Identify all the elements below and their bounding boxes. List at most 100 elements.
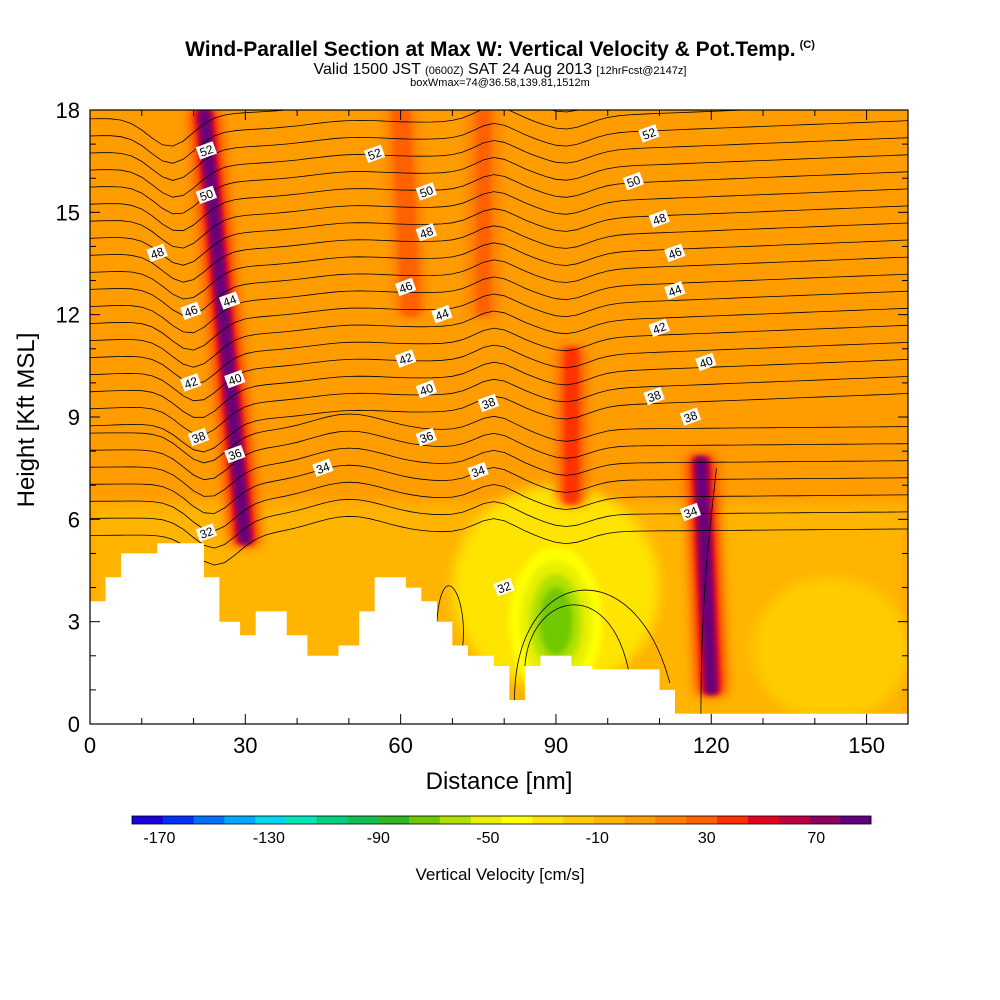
contour-label-text: 44 [221,292,239,310]
contour-label-bg [195,523,218,542]
contour-label-bg [224,444,246,464]
theta-contour [90,464,908,514]
contour-label: 40 [695,352,717,371]
contour-label: 44 [431,305,453,324]
contour-label: 50 [415,182,438,201]
contour-label-bg [648,209,671,228]
theta-contour [90,376,908,436]
theta-contour [90,110,756,164]
contour-label-text: 44 [433,306,451,324]
contour-label: 48 [648,209,671,228]
theta-contour [90,110,579,147]
colorbar-swatch [162,816,194,824]
contour-label-text: 52 [198,142,216,160]
contour-label: 32 [493,577,515,597]
colorbar-swatch [747,816,780,824]
contour-label-text: 50 [198,186,216,204]
colorbar-label: -90 [367,830,390,847]
contour-label: 48 [415,223,438,242]
contour-label-text: 46 [666,244,684,262]
valid-date: SAT 24 Aug 2013 [463,61,597,78]
contour-label-text: 46 [182,302,200,320]
contour-label-text: 50 [625,173,643,191]
y-tick-label: 3 [68,610,80,635]
colorbar-swatch [501,816,533,824]
theta-contour [90,205,908,266]
contour-label-bg [415,380,438,399]
updraft-core-level [567,348,576,503]
contour-label: 50 [195,185,218,205]
valid-prefix: Valid 1500 JST [313,61,426,78]
contour-label-text: 42 [397,350,415,368]
x-tick-label: 150 [848,733,885,758]
colorbar-swatch [224,816,256,824]
colorbar-label: -130 [253,830,285,847]
updraft-plume [468,110,498,315]
contour-label: 52 [638,124,660,143]
contour-label-bg [218,291,241,310]
y-tick-label: 0 [68,712,80,737]
updraft-plume [556,348,586,503]
contour-label-text: 46 [397,278,415,296]
contour-label-text: 48 [651,210,669,228]
contour-label-bg [187,427,210,447]
theta-contour [90,137,908,198]
theta-contour [514,589,671,701]
box-info: boxWmax=74@36.58,139.81,1512m [410,77,590,89]
y-tick-label: 9 [68,405,80,430]
colorbar-label: 70 [807,830,825,847]
colorbar-swatch [378,816,410,824]
theta-contour [90,273,908,334]
contour-label: 38 [679,407,702,426]
contour-label: 38 [643,386,665,405]
y-tick-label: 18 [56,98,80,123]
theta-contour [90,481,908,532]
contour-label-bg [146,243,168,263]
contour-label: 34 [467,461,489,480]
contour-label: 34 [679,502,702,522]
valid-forecast: [12hrFcst@2147z] [596,65,687,77]
contour-label: 52 [195,141,218,160]
contour-label-bg [415,223,438,242]
theta-contour [700,468,717,714]
contour-label: 42 [394,349,417,368]
colorbar-swatch [624,816,656,824]
contour-label-text: 32 [496,579,514,597]
downdraft-core [509,546,603,697]
contour-label-bg [224,369,246,389]
theta-contour [90,154,908,215]
colorbar-swatch [132,816,164,824]
colorbar-swatch [532,816,564,824]
contour-label: 50 [622,171,645,191]
updraft-plume [189,110,260,544]
colorbar-frame [131,815,872,825]
theta-contour [436,585,464,646]
y-tick-label: 12 [56,303,80,328]
contour-label-bg [394,277,417,297]
theta-contour [90,447,908,497]
contour-label-bg [431,305,453,324]
theta-contour [90,393,908,453]
y-axis-title: Height [Kft MSL] [13,333,40,508]
x-tick-label: 0 [84,733,96,758]
contour-label: 44 [218,291,241,310]
contour-label-bg [679,502,702,522]
updraft-plume [386,110,426,315]
y-tick-label: 6 [68,507,80,532]
contour-label-bg [195,141,218,160]
contour-label-bg [415,427,438,447]
contour-label-text: 34 [682,504,700,522]
contour-label: 38 [187,427,210,447]
contour-label-text: 38 [480,394,498,412]
contour-label-text: 40 [697,353,715,371]
contour-label: 36 [415,427,438,447]
contour-label-bg [477,393,500,413]
terrain-mask [90,543,908,724]
colorbar-swatch [778,816,810,824]
contour-label-bg [195,185,218,205]
colorbar-swatch [686,816,718,824]
colorbar-swatch [316,816,348,824]
contour-label: 40 [224,369,246,389]
theta-contour [90,188,908,249]
